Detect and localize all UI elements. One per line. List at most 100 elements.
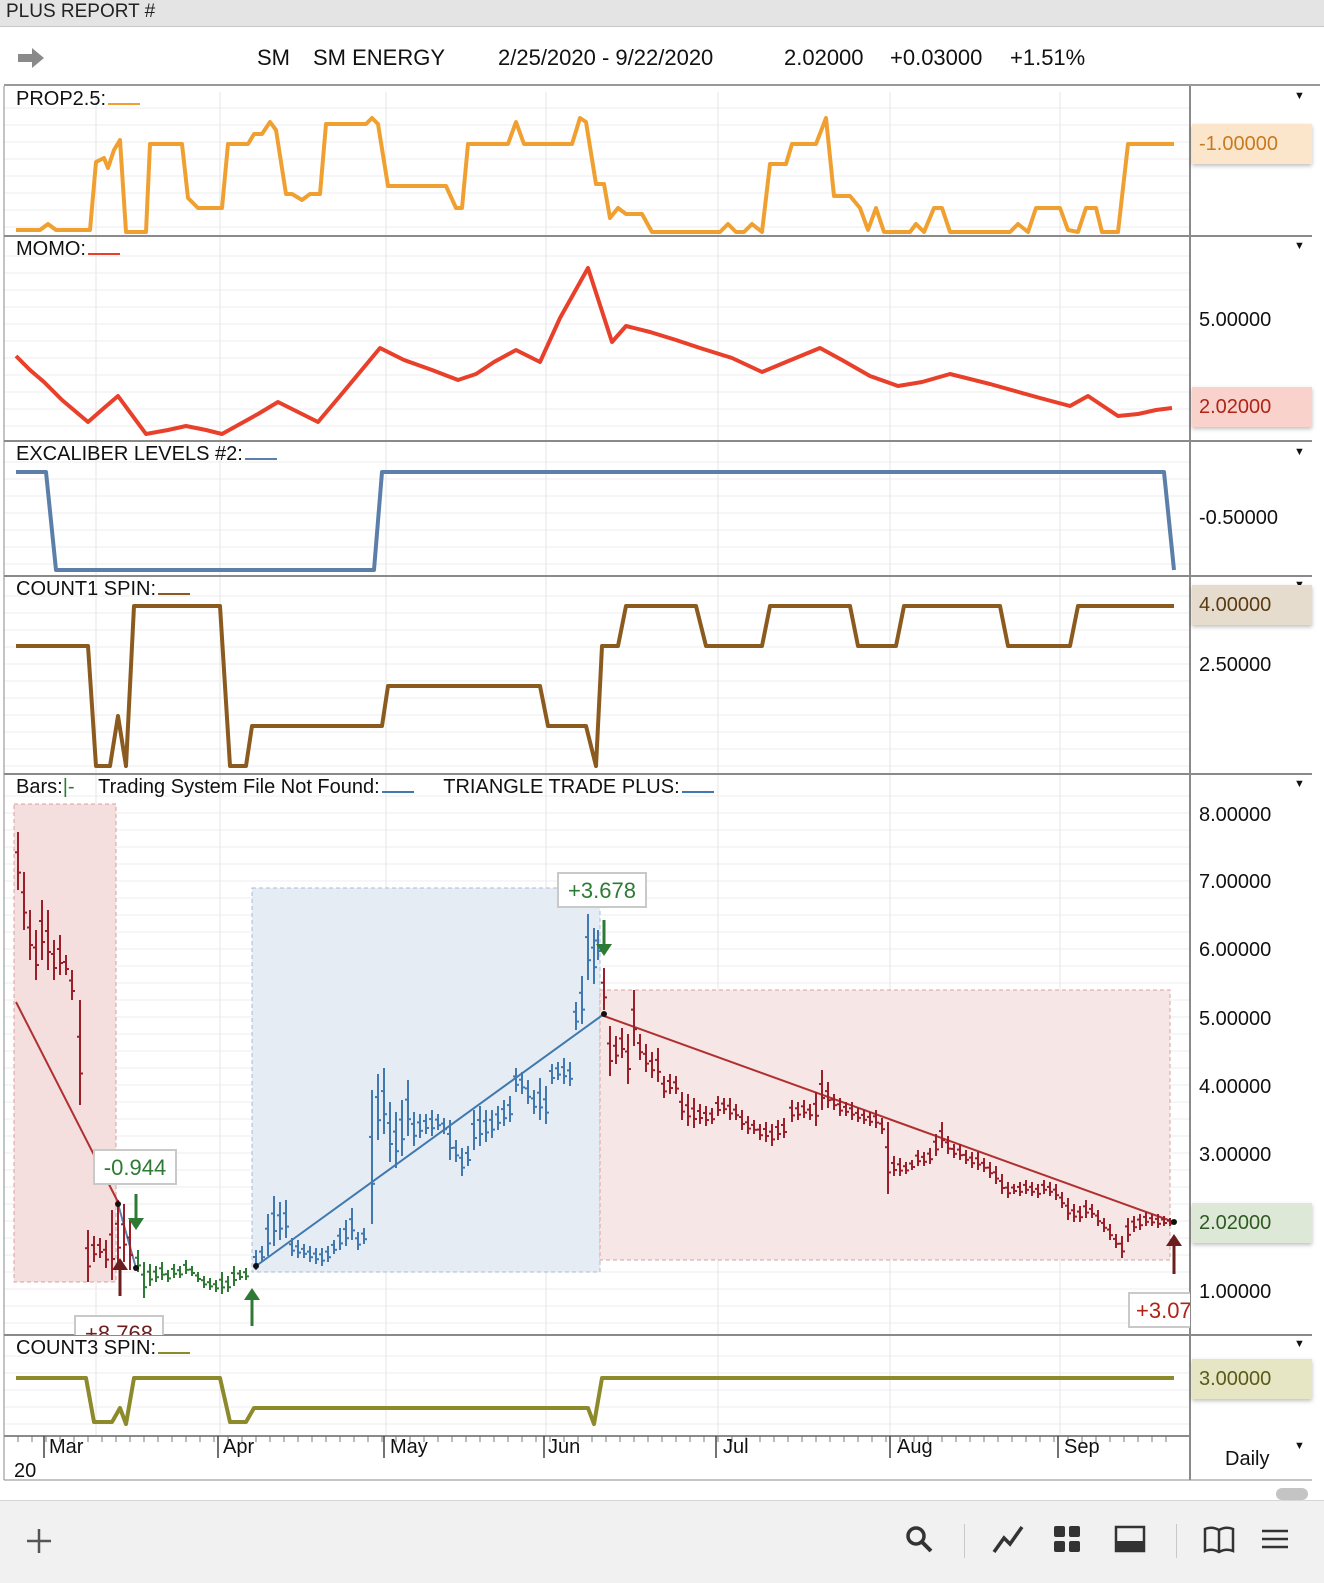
price-bar (1119, 1236, 1125, 1258)
line-chart-icon[interactable] (992, 1524, 1024, 1554)
price-bar (975, 1152, 981, 1170)
month-label: Jun (548, 1436, 581, 1458)
price-bar (1155, 1214, 1161, 1228)
panel-icon[interactable] (1114, 1524, 1146, 1554)
price-bar (861, 1110, 867, 1124)
plus-icon[interactable] (24, 1526, 54, 1556)
price-axis-label: 1.00000 (1199, 1281, 1272, 1303)
bars-panel-dropdown-icon[interactable]: ▼ (1294, 778, 1305, 790)
price-bar (289, 1238, 295, 1256)
price-bar (801, 1100, 807, 1118)
price-bar (147, 1264, 153, 1286)
price-bar (213, 1280, 219, 1292)
count3-legend-swatch (158, 1340, 191, 1354)
price-bar (933, 1134, 939, 1156)
price-bar (313, 1248, 319, 1264)
price-bar (489, 1110, 495, 1138)
price-bar (727, 1098, 733, 1120)
bottom-toolbar (0, 1500, 1324, 1583)
price-bar (1047, 1182, 1053, 1196)
price-bar (27, 910, 33, 960)
price-bar (819, 1070, 825, 1110)
price-axis-label: 3.00000 (1199, 1144, 1272, 1166)
price-bar (631, 990, 637, 1046)
price-bar (237, 1270, 243, 1280)
trade-pivot-dot (1171, 1219, 1177, 1225)
month-label: Sep (1064, 1436, 1100, 1458)
price-bar (607, 1026, 613, 1076)
count3-panel-dropdown-icon[interactable]: ▼ (1294, 1338, 1305, 1350)
date-range: 2/25/2020 - 9/22/2020 (498, 45, 714, 70)
excal-line (16, 470, 1176, 572)
trade-callout-gain-1: +8.768 (74, 1315, 164, 1335)
trade-box-short-2 (599, 989, 1171, 1261)
search-icon[interactable] (904, 1524, 934, 1554)
price-bar (429, 1110, 435, 1136)
price-bar (459, 1148, 465, 1176)
price-bar (153, 1266, 159, 1282)
price-bar (277, 1202, 283, 1240)
price-bar (1107, 1224, 1113, 1240)
chart-area[interactable] (0, 86, 1324, 1500)
triangle-trade-label: TRIANGLE TRADE PLUS: (443, 776, 680, 798)
price-bar (951, 1144, 957, 1158)
count3-line (16, 1376, 1174, 1426)
price-bar (393, 1112, 399, 1168)
price-bar (649, 1052, 655, 1078)
book-icon[interactable] (1202, 1524, 1236, 1554)
price-bar (873, 1110, 879, 1128)
last-price: 2.02000 (784, 45, 864, 70)
price-bar (495, 1106, 501, 1130)
price-bar (601, 968, 607, 1010)
price-bar (207, 1278, 213, 1290)
price-bar (763, 1122, 769, 1142)
horizontal-scrollbar[interactable] (1276, 1488, 1308, 1500)
price-bar (349, 1208, 355, 1240)
price-bar (673, 1076, 679, 1094)
price-bar (591, 928, 597, 984)
price-bar (939, 1122, 945, 1148)
price-bar (573, 1002, 579, 1030)
price-bar (1041, 1180, 1047, 1194)
price-bar (709, 1108, 715, 1124)
price-change: +0.03000 (890, 45, 983, 70)
price-bar (1161, 1216, 1167, 1226)
prop-panel-dropdown-icon[interactable]: ▼ (1294, 90, 1305, 102)
price-bar (613, 1036, 619, 1064)
toolbar-divider (964, 1524, 965, 1558)
price-bar (91, 1236, 97, 1262)
price-bar (219, 1272, 225, 1294)
price-bar (637, 1034, 643, 1060)
price-bar (1095, 1210, 1101, 1226)
interval-selector[interactable]: Daily (1225, 1448, 1270, 1470)
price-bar (921, 1152, 927, 1166)
momo-panel-label: MOMO: (16, 238, 120, 261)
arrow-right-icon[interactable] (16, 46, 46, 70)
interval-dropdown-icon[interactable]: ▼ (1294, 1440, 1305, 1452)
prop-panel-label: PROP2.5: (16, 88, 141, 111)
price-bar (789, 1100, 795, 1122)
price-bar (63, 955, 69, 975)
price-bar (813, 1092, 819, 1126)
price-bar (1059, 1192, 1065, 1208)
grid-icon[interactable] (1052, 1524, 1082, 1554)
price-bar (993, 1166, 999, 1184)
panel-separators (4, 235, 1312, 1437)
menu-icon[interactable] (1260, 1524, 1290, 1554)
price-bar (1149, 1214, 1155, 1226)
momo-panel-dropdown-icon[interactable]: ▼ (1294, 240, 1305, 252)
price-bar (1071, 1204, 1077, 1222)
price-bar (531, 1090, 537, 1114)
excal-panel-dropdown-icon[interactable]: ▼ (1294, 446, 1305, 458)
price-bar (171, 1264, 177, 1278)
month-label: Mar (49, 1436, 84, 1458)
symbol-header: SM SM ENERGY 2/25/2020 - 9/22/2020 2.020… (4, 32, 1320, 86)
trade-pivot-dot (133, 1265, 139, 1271)
prop-legend-swatch (108, 91, 141, 105)
price-bar (807, 1104, 813, 1120)
price-bar (387, 1102, 393, 1162)
price-bar (867, 1112, 873, 1126)
price-bar (831, 1094, 837, 1110)
price-bar (501, 1100, 507, 1126)
count1-value-badge: 4.00000 (1192, 585, 1312, 625)
